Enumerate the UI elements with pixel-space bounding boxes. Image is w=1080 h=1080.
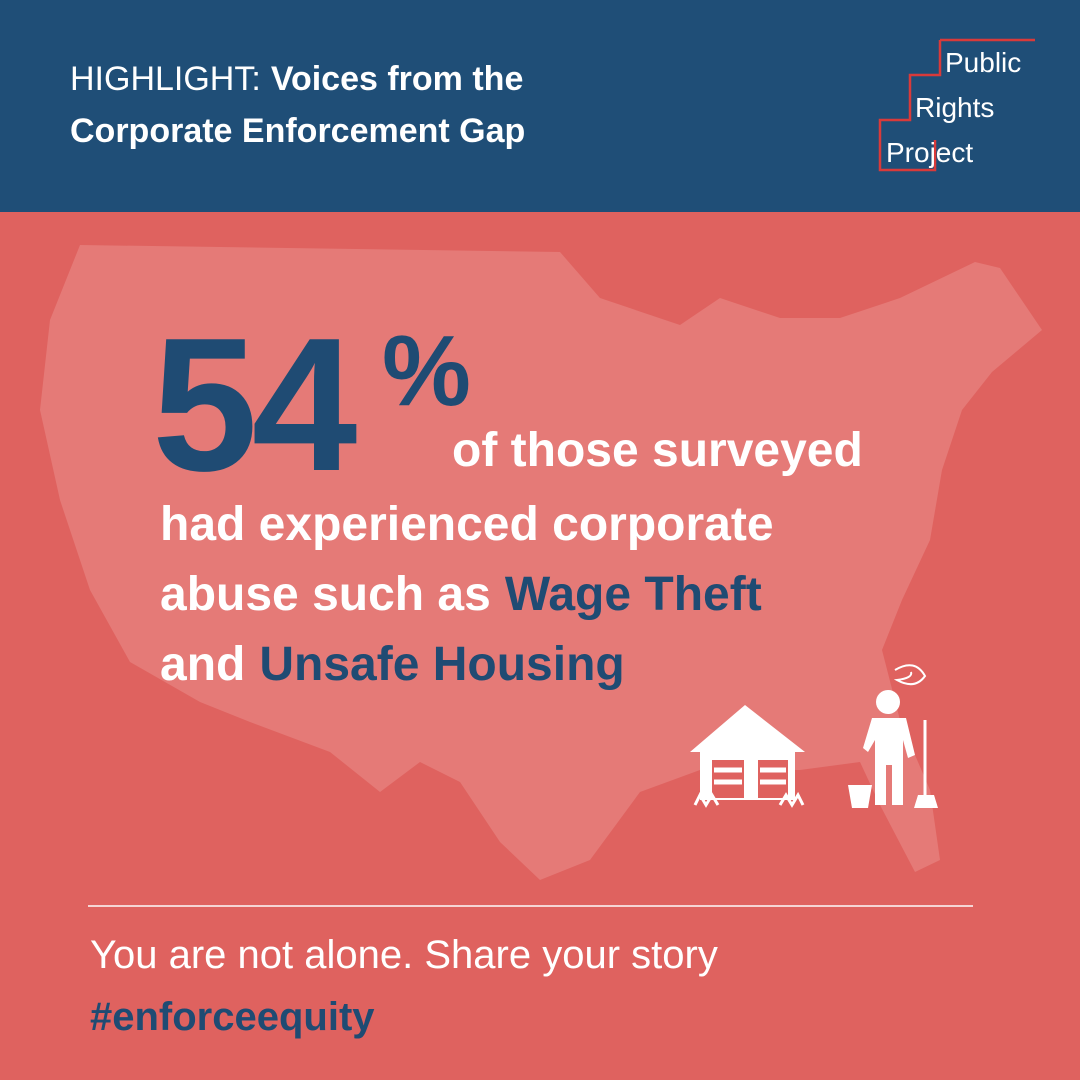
stat-highlight: Unsafe Housing [259,638,624,691]
stat-text: abuse such as [160,568,491,621]
logo-line: Rights [915,92,994,123]
footer-hashtag: #enforceequity [90,995,375,1039]
logo-line: Public [945,47,1021,78]
header-title-line: Voices from the [271,60,524,98]
stat-line: and Unsafe Housing [160,638,625,691]
house-icon [690,705,805,808]
logo-bracket [878,38,1035,172]
header-title: HIGHLIGHT: Voices from the [70,60,523,98]
header-label: HIGHLIGHT: [70,60,261,98]
stat-line: abuse such as Wage Theft [160,568,762,621]
footer-message: You are not alone. Share your story [90,933,718,977]
us-map [40,245,1042,880]
stat-highlight: Wage Theft [505,568,762,621]
worker-icon [848,664,938,808]
logo-line: Project [886,137,973,168]
stat-line: had experienced corporate [160,498,774,551]
logo: Public Rights Project [878,38,1035,172]
header-title-line: Corporate Enforcement Gap [70,112,525,150]
stat-number: 54 [152,299,357,511]
stat-line: of those surveyed [452,424,863,477]
stat-unit: % [382,315,471,427]
header-bar [0,0,1080,212]
stat-text: and [160,638,245,691]
